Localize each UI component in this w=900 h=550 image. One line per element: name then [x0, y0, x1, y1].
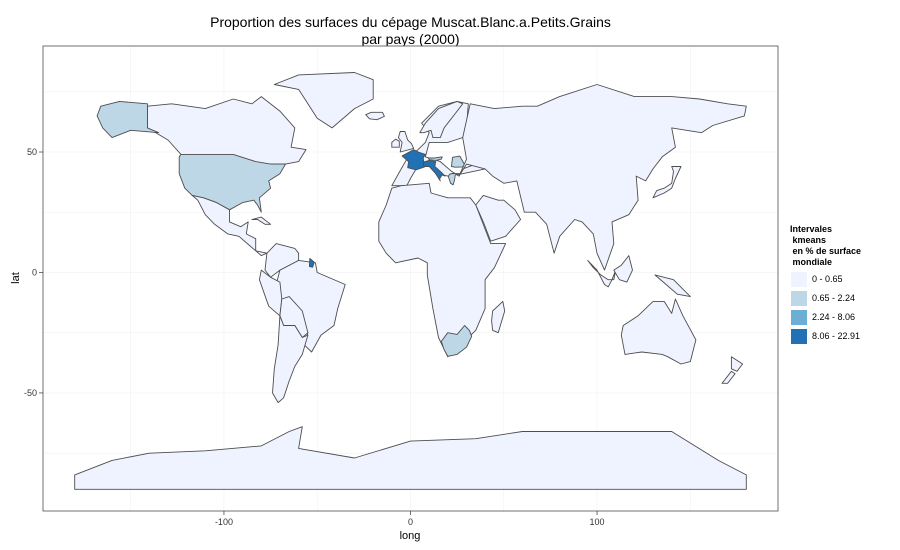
- chart-title: Proportion des surfaces du cépage Muscat…: [43, 14, 778, 48]
- chart-title-line-2: par pays (2000): [361, 31, 460, 47]
- country-australia: [620, 298, 697, 365]
- country-alaska: [96, 100, 160, 139]
- country-africa: [378, 182, 507, 358]
- country-cuba: [251, 216, 272, 225]
- legend-swatch: [790, 270, 808, 288]
- x-axis-label: long: [400, 530, 421, 542]
- country-borneo: [613, 255, 633, 283]
- legend-item: 0.65 - 2.24: [790, 289, 861, 307]
- country-madagascar: [491, 300, 506, 334]
- y-tick-label: 50: [27, 147, 37, 157]
- country-new-zealand-south: [721, 370, 736, 384]
- legend-title: Intervales kmeans en % de surface mondia…: [790, 224, 862, 267]
- x-tick-label: -100: [215, 517, 233, 527]
- country-ireland: [391, 138, 400, 148]
- country-south-africa: [440, 325, 473, 357]
- legend-rows: 0 - 0.65 0.65 - 2.24 2.24 - 8.06 8.06 - 22.…: [790, 270, 861, 345]
- country-argentina-chile: [272, 315, 309, 404]
- country-austria: [427, 156, 443, 161]
- country-mexico-central-america: [191, 194, 268, 257]
- legend: Intervales kmeans en % de surface mondia…: [790, 224, 861, 345]
- countries-layer: [74, 72, 747, 490]
- legend-label: 0.65 - 2.24: [812, 293, 856, 303]
- legend-label: 2.24 - 8.06: [812, 312, 856, 322]
- legend-item: 0 - 0.65: [790, 270, 861, 288]
- country-new-guinea: [654, 274, 691, 298]
- x-tick-label: 0: [408, 517, 413, 527]
- country-japan: [652, 166, 682, 199]
- country-asia: [458, 84, 747, 271]
- legend-item: 8.06 - 22.91: [790, 327, 861, 345]
- legend-label: 8.06 - 22.91: [812, 331, 861, 341]
- country-new-zealand: [730, 356, 744, 372]
- country-colombia-venezuela: [264, 243, 300, 278]
- chart-title-line-1: Proportion des surfaces du cépage Muscat…: [210, 14, 611, 30]
- y-axis-label: lat: [10, 272, 22, 284]
- y-tick-label: 0: [32, 267, 37, 277]
- legend-swatch: [790, 308, 808, 326]
- y-tick-label: -50: [24, 388, 37, 398]
- country-iceland: [365, 111, 385, 121]
- legend-item: 2.24 - 8.06: [790, 308, 861, 326]
- legend-swatch: [790, 327, 808, 345]
- country-uk: [397, 131, 415, 153]
- country-french-guiana: [308, 258, 315, 268]
- legend-swatch: [790, 289, 808, 307]
- axis-ticks: -100 0 100 50 0 -50: [24, 147, 605, 527]
- country-antarctica: [74, 426, 747, 490]
- country-arabia: [475, 194, 522, 242]
- country-greenland: [273, 72, 374, 129]
- legend-label: 0 - 0.65: [812, 274, 843, 284]
- x-tick-label: 100: [590, 517, 605, 527]
- country-scandinavia: [419, 100, 464, 139]
- country-italy: [423, 159, 446, 182]
- country-peru-ecuador: [258, 269, 283, 317]
- country-greece: [447, 173, 461, 186]
